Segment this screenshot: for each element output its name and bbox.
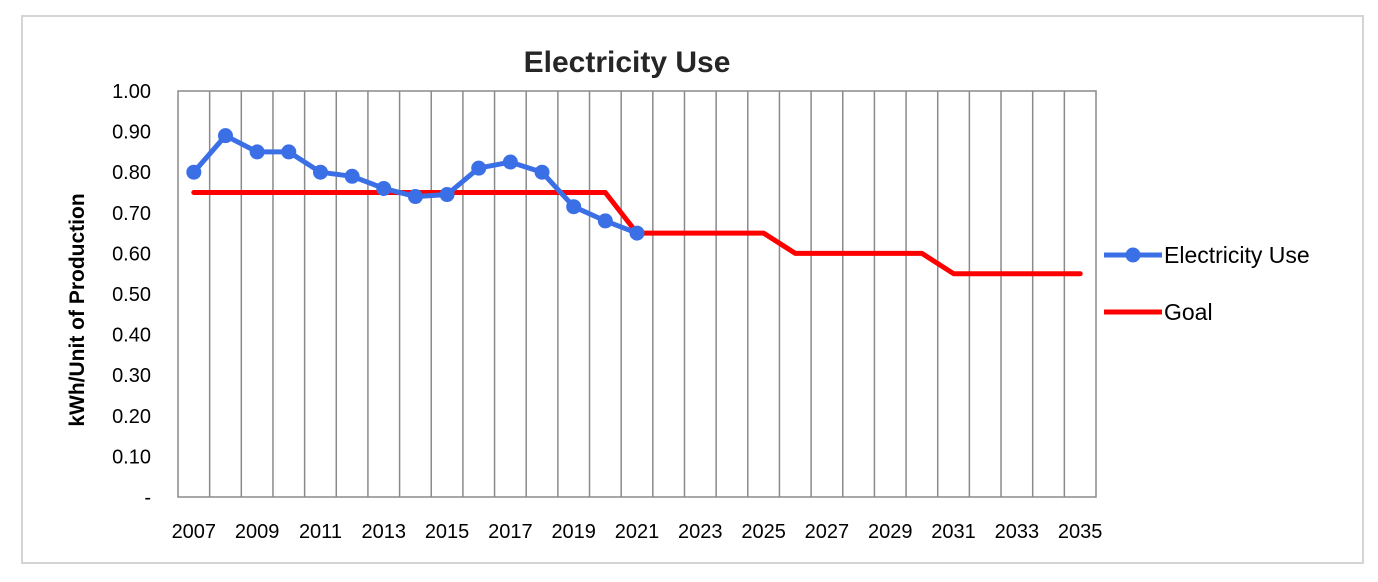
x-tick-label: 2023 [678,521,723,543]
y-tick-label: 0.80 [112,162,151,184]
y-tick-label: 0.50 [112,284,151,306]
y-tick-label: 1.00 [112,81,151,103]
electricity-use-point [281,144,297,160]
x-tick-label: 2009 [235,521,280,543]
x-tick-label: 2015 [425,521,470,543]
legend-goal-label: Goal [1164,299,1213,325]
x-tick-label: 2031 [931,521,976,543]
x-tick-label: 2035 [1058,521,1103,543]
x-tick-label: 2033 [995,521,1040,543]
legend: Electricity Use Goal [1104,242,1310,325]
y-tick-label: 0.30 [112,365,151,387]
electricity-use-point [534,164,550,180]
legend-electricity-use-marker [1125,247,1141,263]
x-tick-label: 2019 [551,521,596,543]
y-tick-label: - [144,487,151,509]
y-axis: - 0.10 0.20 0.30 0.40 0.50 0.60 0.70 0.80 0.90 1.0… [112,81,151,509]
legend-electricity-use-label: Electricity Use [1164,242,1310,268]
electricity-use-point [312,164,328,180]
x-tick-label: 2017 [488,521,533,543]
plot-border [177,90,1097,498]
y-tick-label: 0.90 [112,122,151,144]
x-axis: 2007 2009 2011 2013 2015 2017 2019 2021 2023 2025… [172,521,1103,543]
x-tick-label: 2007 [172,521,217,543]
electricity-use-point [629,225,645,241]
electricity-use-point [597,213,613,229]
y-tick-label: 0.10 [112,446,151,468]
electricity-use-point [186,164,202,180]
x-tick-label: 2021 [615,521,660,543]
electricity-use-point [249,144,265,160]
plot-series [186,128,1083,277]
y-tick-label: 0.20 [112,406,151,428]
grid [208,91,1066,497]
plot-frame [177,90,1097,498]
electricity-use-point [344,168,360,184]
electricity-use-point [407,189,423,205]
x-tick-label: 2029 [868,521,913,543]
electricity-use-point [471,160,487,176]
chart-title: Electricity Use [524,46,731,79]
y-axis-label: kWh/Unit of Production [66,193,89,426]
x-tick-label: 2013 [362,521,407,543]
y-tick-label: 0.60 [112,243,151,265]
y-tick-label: 0.40 [112,325,151,347]
electricity-use-point [502,154,518,170]
x-tick-label: 2027 [805,521,850,543]
electricity-use-point [439,187,455,203]
x-tick-label: 2011 [299,521,342,543]
electricity-use-point [566,199,582,215]
chart-area [21,15,1364,564]
electricity-use-point [217,128,233,144]
y-tick-label: 0.70 [112,203,151,225]
x-tick-label: 2025 [741,521,786,543]
electricity-use-point [376,180,392,196]
